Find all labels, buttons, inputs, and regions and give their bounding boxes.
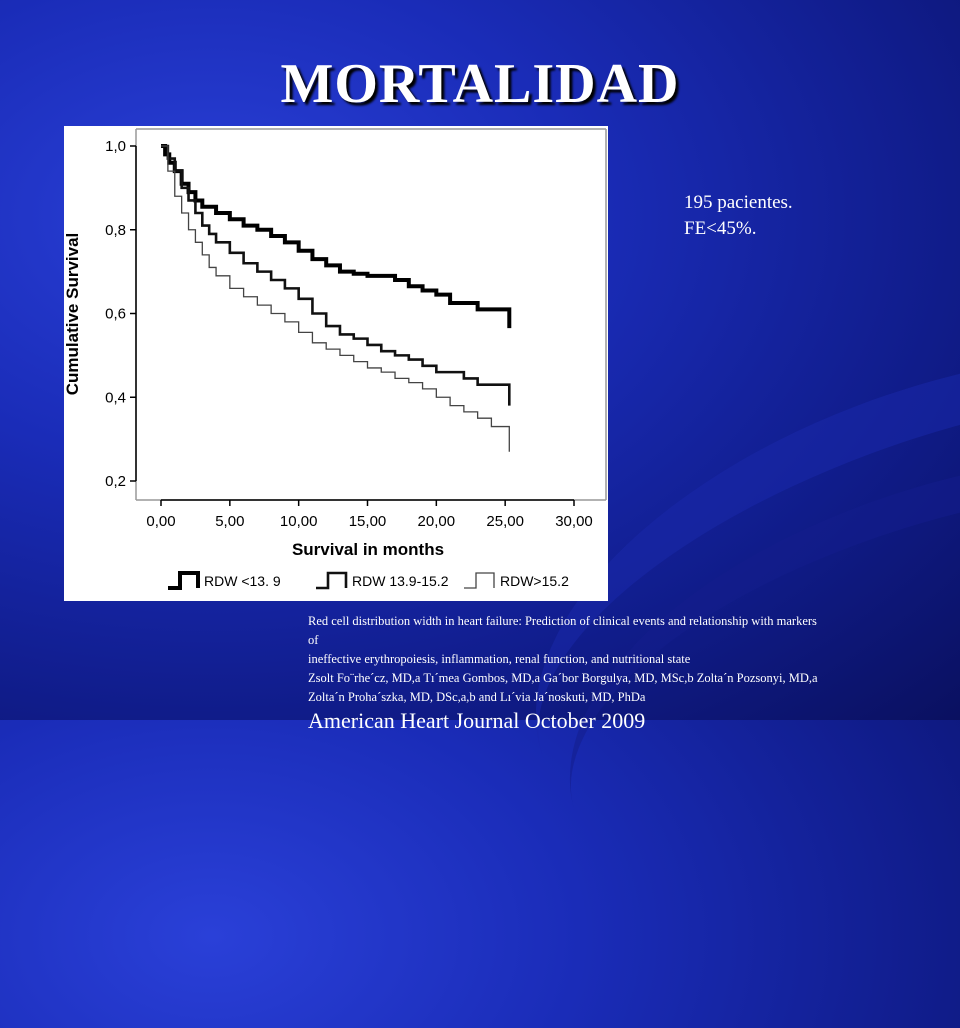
x-tick-label: 10,00: [280, 513, 318, 530]
note-line-ef: FE<45%.: [684, 218, 757, 239]
legend-label: RDW 13.9-15.2: [352, 573, 449, 589]
y-tick-label: 0,4: [105, 389, 126, 406]
citation-line: Zolta´n Proha´szka, MD, DSc,a,b and Lı´v…: [308, 690, 646, 704]
y-tick-label: 1,0: [105, 138, 126, 155]
citation-line: ineffective erythropoiesis, inflammation…: [308, 652, 691, 666]
citation-line: of: [308, 633, 319, 647]
x-tick-label: 15,00: [349, 513, 387, 530]
y-tick-label: 0,8: [105, 222, 126, 239]
y-axis-label: Cumulative Survival: [64, 233, 82, 396]
citation-line: Zsolt Fo¨rhe´cz, MD,a Tı´mea Gombos, MD,…: [308, 671, 818, 685]
x-tick-label: 0,00: [146, 513, 175, 530]
y-tick-label: 0,6: [105, 306, 126, 323]
citation-line: Red cell distribution width in heart fai…: [308, 614, 817, 628]
chart-svg: 0,00 5,00 10,00 15,00 20,00 25,00 30,00 1,0 0,8 0…: [64, 128, 607, 590]
survival-curve-series-2: [161, 144, 511, 406]
x-tick-label: 5,00: [215, 513, 244, 530]
survival-curve-series-1: [161, 144, 512, 329]
note-line-patients: 195 pacientes.: [684, 192, 793, 213]
side-note: 195 pacientes. FE<45%.: [684, 190, 793, 242]
legend-label: RDW>15.2: [500, 573, 569, 589]
survival-chart: 0,00 5,00 10,00 15,00 20,00 25,00 30,00 1,0 0,8 0…: [64, 126, 608, 601]
legend-swatch: [316, 571, 348, 590]
survival-curve-series-3: [161, 145, 510, 452]
citation: Red cell distribution width in heart fai…: [308, 612, 948, 707]
journal-reference: American Heart Journal October 2009: [308, 708, 646, 733]
legend-label: RDW <13. 9: [204, 573, 281, 589]
slide-title: MORTALIDAD: [280, 53, 680, 115]
legend-swatch: [168, 571, 200, 590]
legend-swatch: [464, 572, 495, 589]
x-tick-label: 20,00: [418, 513, 456, 530]
x-tick-label: 25,00: [486, 513, 524, 530]
x-tick-label: 30,00: [555, 513, 593, 530]
y-tick-label: 0,2: [105, 473, 126, 490]
x-axis-label: Survival in months: [292, 540, 444, 559]
